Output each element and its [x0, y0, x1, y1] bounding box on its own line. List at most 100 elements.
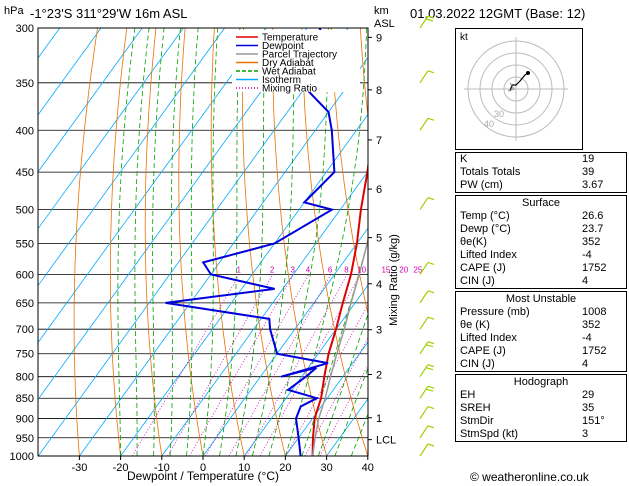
wind-barb [419, 316, 429, 330]
wet-adiabat-line [202, 28, 219, 456]
x-tick-label: 20 [279, 462, 291, 474]
mixing-ratio-label: 10 [357, 265, 366, 274]
x-tick-label: 0 [200, 462, 206, 474]
dry-adiabat-line [241, 28, 286, 456]
pressure-tick-label: 900 [16, 414, 34, 426]
km-tick-label: 5 [376, 233, 382, 245]
mixing-ratio-line [228, 274, 332, 456]
x-tick-label: -10 [154, 462, 170, 474]
temperature-line [311, 160, 368, 456]
wind-barb-flag [427, 290, 435, 294]
mixing-ratio-label: 15 [381, 265, 390, 274]
index-row: PW (cm) 3.67 [460, 179, 604, 191]
surface-row: Temp (°C) 26.6 [460, 210, 604, 222]
axis-layer: 1 2 3 4 6 8 10 15 20 2530035040045050055060065070… [4, 5, 423, 483]
wind-barb-flag [427, 425, 435, 429]
legend-label: Dewpoint [262, 41, 304, 52]
wet-adiabat-line [318, 312, 368, 456]
wind-barb [419, 364, 429, 378]
surface-row: θe(K) 352 [460, 236, 601, 248]
isotherm-line [38, 28, 225, 287]
wet-adiabat-line [235, 28, 266, 456]
wet-adiabat-line [117, 28, 136, 456]
wind-barb-flag [427, 261, 435, 265]
wind-barb-flag [425, 388, 434, 392]
pressure-tick-label: 350 [16, 78, 34, 90]
wind-barb [419, 197, 429, 210]
wet-adiabat-line [152, 28, 165, 456]
mixing-ratio-label: 8 [344, 265, 349, 274]
dry-adiabat-line [144, 28, 163, 456]
wind-barb-flag [427, 15, 435, 19]
pressure-tick-label: 450 [16, 167, 34, 179]
km-tick-label: 3 [376, 325, 382, 337]
surface-title: Surface [522, 197, 560, 209]
isotherm-line [161, 170, 368, 456]
mixing-ratio-label: 3 [291, 265, 296, 274]
legend-label: Dry Adiabat [262, 58, 314, 69]
wind-barb [419, 117, 429, 131]
mixing-ratio-label: 25 [413, 265, 422, 274]
dry-adiabat-line [110, 28, 128, 456]
wind-profile [419, 15, 435, 457]
hodograph-table-title: Hodograph [513, 376, 569, 388]
mu-row: θe (K) 352 [460, 319, 601, 331]
isotherm-line [38, 28, 184, 230]
km-unit-label: km [374, 5, 389, 17]
index-row: K 19 [460, 153, 595, 165]
mixing-ratio-line [285, 303, 368, 456]
pressure-tick-label: 500 [16, 205, 34, 217]
most-unstable-title: Most Unstable [505, 293, 577, 305]
wind-barb-flag [427, 341, 435, 345]
x-axis-title: Dewpoint / Temperature (°C) [127, 469, 279, 483]
pressure-tick-label: 850 [16, 393, 34, 405]
index-row: Totals Totals 39 [460, 166, 595, 178]
wet-adiabat-line [268, 28, 329, 456]
wet-adiabat-line [169, 28, 181, 456]
km-tick-label: 4 [376, 279, 382, 291]
legend-label: Mixing Ratio [262, 84, 317, 95]
dry-adiabat-line [73, 28, 98, 456]
hodo-row: StmSpd (kt) 3 [460, 428, 589, 440]
wind-barb-flag [427, 70, 435, 74]
mu-row: CAPE (J) 1752 [460, 345, 607, 357]
wind-barb [419, 443, 429, 457]
mixing-ratio-label: 4 [306, 265, 311, 274]
wind-barb-flag [425, 18, 434, 22]
hodo-ring-label-40: 40 [484, 119, 494, 129]
surface-row: Dewp (°C) 23.7 [460, 223, 604, 235]
hodograph-panel: kt 40 30 [455, 28, 583, 150]
pressure-tick-label: 800 [16, 372, 34, 384]
parcel-trajectory-line [311, 234, 368, 456]
isotherm-line [79, 56, 368, 456]
mixing-ratio-label: 20 [399, 265, 408, 274]
dry-adiabat-line [360, 28, 368, 120]
x-tick-label: 10 [238, 462, 250, 474]
hodo-row: SREH 35 [460, 402, 595, 414]
pressure-tick-label: 600 [16, 269, 34, 281]
surface-block: Surface Temp (°C) 26.6 Dewp (°C) 23.7 θe(K… [455, 195, 627, 289]
pressure-tick-label: 750 [16, 349, 34, 361]
wet-adiabat-line [219, 28, 241, 456]
surface-row: CIN (J) 4 [460, 275, 589, 287]
isotherm-line [285, 341, 368, 456]
hodo-ring-label-30: 30 [494, 109, 504, 119]
legend-label: Temperature [262, 33, 319, 44]
wind-barb-flag [427, 443, 435, 447]
mu-row: Lifted Index -4 [460, 332, 592, 344]
pressure-tick-label: 400 [16, 125, 34, 137]
legend-label: Isotherm [262, 75, 301, 86]
km-tick-label: 9 [376, 32, 382, 44]
pressure-tick-label: 300 [16, 23, 34, 35]
x-tick-label: -30 [71, 462, 87, 474]
hodo-storm-motion [507, 82, 515, 92]
mixing-ratio-line [259, 274, 361, 456]
wet-adiabat-line [134, 28, 150, 456]
dry-adiabat-line [210, 28, 245, 456]
x-tick-label: 30 [320, 462, 332, 474]
hodograph-unit-label: kt [460, 32, 468, 43]
wet-adiabat-line [186, 28, 199, 456]
legend-bg [232, 30, 360, 92]
